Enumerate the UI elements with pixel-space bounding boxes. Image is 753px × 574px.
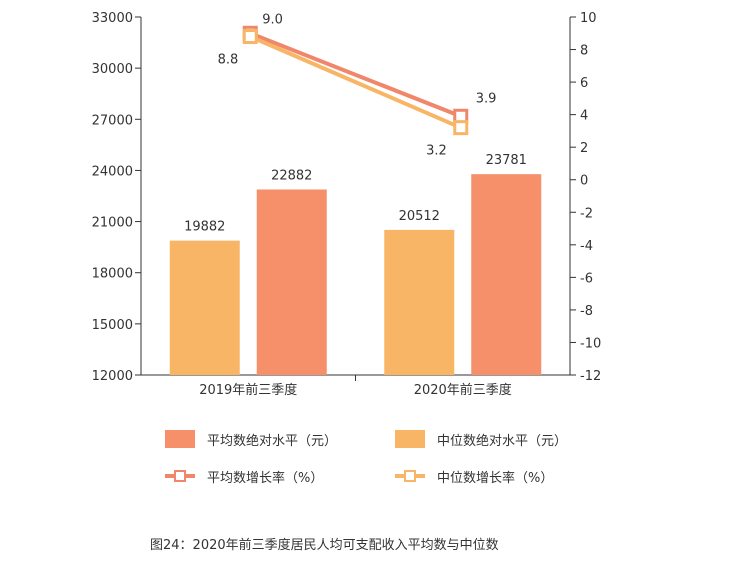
x-category-label: 2019年前三季度	[199, 382, 297, 398]
line-value-label: 3.9	[476, 91, 497, 106]
legend-item-mean-growth: 平均数增长率（%）	[165, 465, 323, 487]
legend-label-median-level: 中位数绝对水平（元）	[437, 433, 568, 449]
legend-item-mean-level: 平均数绝对水平（元）	[165, 428, 337, 450]
bar-value-label: 22882	[271, 168, 312, 183]
y-left-tick-label: 33000	[92, 11, 133, 26]
y-left-tick-label: 15000	[92, 318, 133, 333]
y-left-tick-label: 18000	[92, 267, 133, 282]
y-right-tick-label: 2	[580, 141, 588, 156]
bar	[169, 240, 240, 375]
legend-label-median-growth: 中位数增长率（%）	[437, 470, 554, 486]
y-right-tick-label: 8	[580, 44, 588, 59]
y-right-tick-label: -2	[580, 206, 593, 221]
y-right-tick-label: -4	[580, 239, 593, 254]
y-right-tick-label: -10	[580, 336, 601, 351]
bar-value-label: 23781	[486, 153, 527, 168]
growth-line	[249, 34, 462, 130]
bar	[256, 189, 327, 375]
y-right-tick-label: 6	[580, 76, 588, 91]
bars	[169, 174, 542, 375]
x-category-label: 2020年前三季度	[414, 382, 512, 398]
bar	[384, 229, 455, 375]
legend-item-median-level: 中位数绝对水平（元）	[395, 428, 567, 450]
y-right-tick-label: -12	[580, 369, 601, 384]
bar	[471, 174, 542, 375]
y-right-tick-label: 10	[580, 11, 597, 26]
y-left-tick-label: 12000	[92, 369, 133, 384]
bar-value-label: 20512	[399, 209, 440, 224]
growth-line	[249, 31, 462, 119]
y-left-tick-label: 27000	[92, 113, 133, 128]
data-labels: 19882 20512 22882 23781 9.0 3.9 8.8 3.2	[184, 12, 527, 234]
legend-line-mean-growth	[165, 467, 195, 485]
figure-caption: 图24：2020年前三季度居民人均可支配收入平均数与中位数	[150, 538, 499, 553]
y-right-tick-label: -6	[580, 271, 593, 286]
legend-line-median-growth	[395, 467, 425, 485]
y-left-tick-label: 21000	[92, 216, 133, 231]
line-point-marker	[453, 120, 469, 136]
lines	[242, 25, 469, 136]
y-left-tick-label: 30000	[92, 62, 133, 77]
bar-value-label: 19882	[184, 220, 225, 235]
line-point-marker	[242, 29, 258, 45]
line-value-label: 8.8	[218, 53, 239, 68]
y-right-tick-label: 0	[580, 174, 588, 189]
legend-label-mean-growth: 平均数增长率（%）	[207, 470, 324, 486]
legend-swatch-median-level	[395, 430, 425, 448]
line-value-label: 3.2	[426, 144, 447, 159]
y-right-tick-label: 4	[580, 109, 588, 124]
axes: 12000 15000 18000 21000 24000 27000 30000 33000…	[92, 11, 602, 398]
legend-item-median-growth: 中位数增长率（%）	[395, 465, 553, 487]
line-value-label: 9.0	[262, 12, 283, 27]
y-right-tick-label: -8	[580, 304, 593, 319]
legend-label-mean-level: 平均数绝对水平（元）	[207, 433, 338, 449]
legend-swatch-mean-level	[165, 430, 195, 448]
y-left-tick-label: 24000	[92, 164, 133, 179]
